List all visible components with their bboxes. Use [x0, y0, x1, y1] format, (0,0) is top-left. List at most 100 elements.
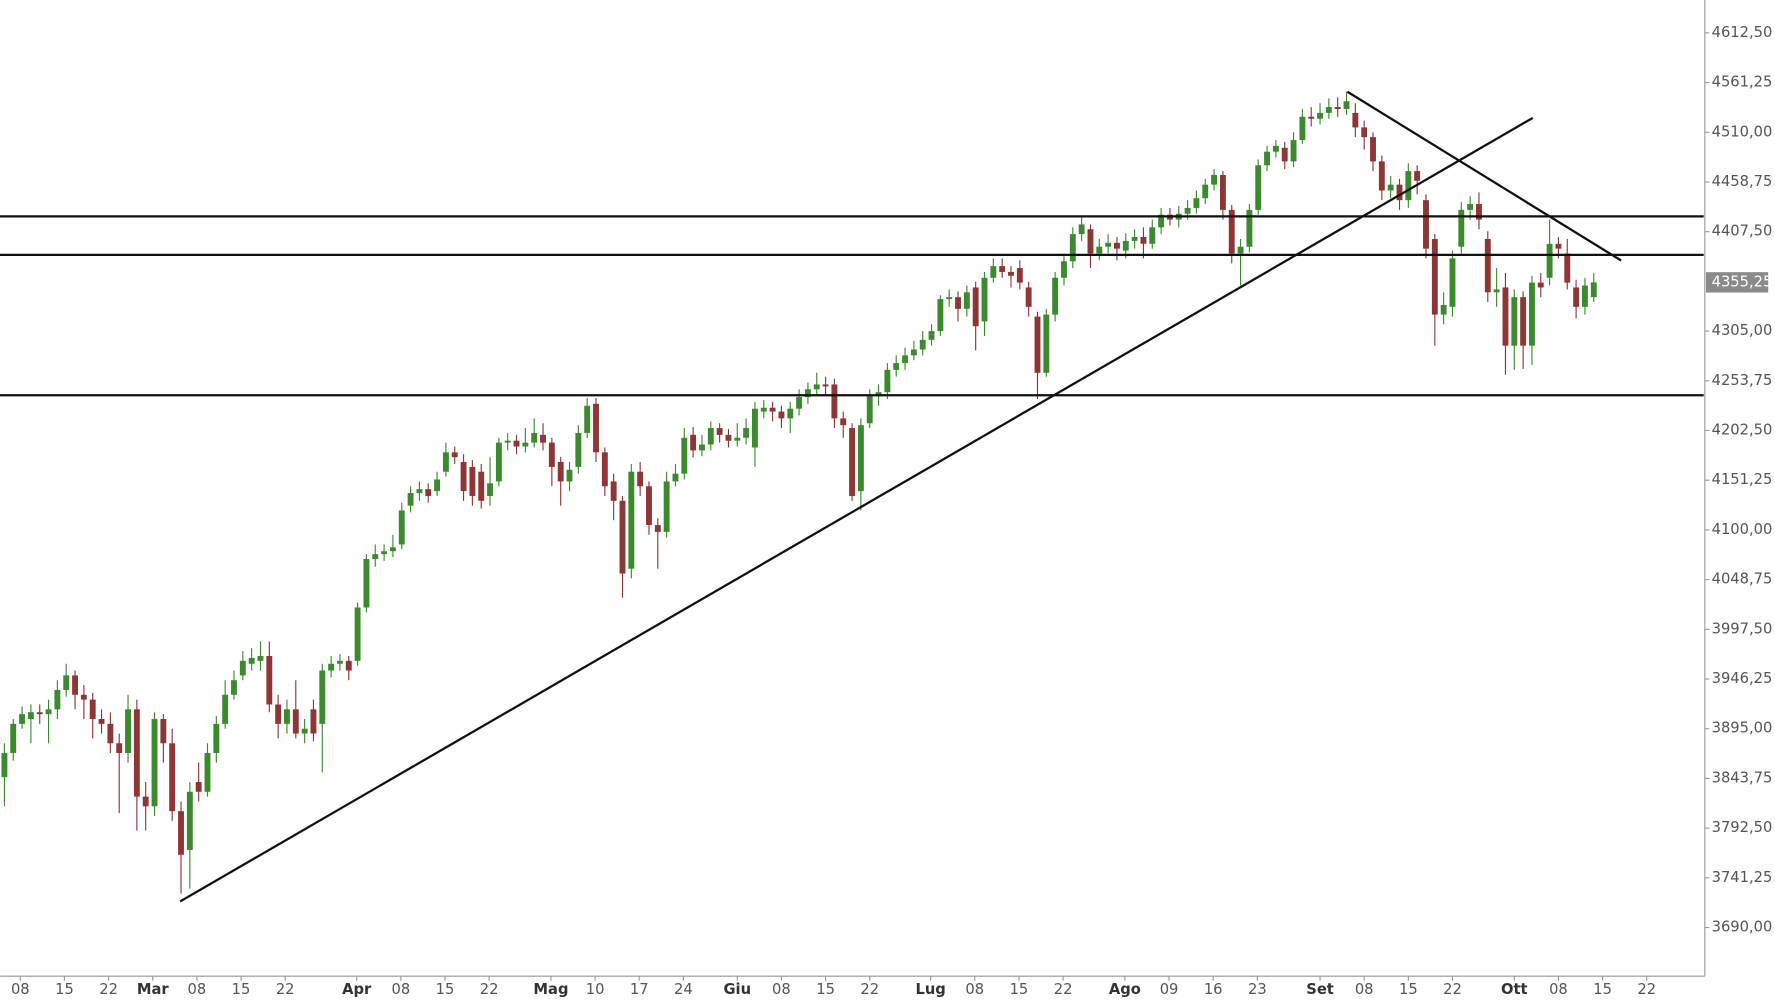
candle-body — [760, 407, 767, 412]
candle-body — [1184, 207, 1191, 214]
candle-body — [98, 719, 105, 724]
candle-body — [646, 486, 652, 526]
candle-body — [610, 481, 617, 501]
candle-body — [248, 657, 255, 664]
x-tick-label: 15 — [816, 981, 835, 998]
candle-body — [778, 411, 785, 419]
candle-body — [1149, 227, 1156, 244]
candle-body — [398, 510, 405, 545]
candle-body — [19, 714, 26, 724]
candle-body — [804, 389, 811, 398]
x-tick-label: 08 — [1549, 981, 1568, 998]
y-tick-label: 4510,00 — [1712, 123, 1773, 140]
candle-body — [928, 331, 935, 340]
candle-body — [1228, 209, 1235, 254]
candle-body — [10, 723, 17, 753]
candle-body — [1105, 242, 1112, 247]
y-tick-label: 4407,50 — [1712, 223, 1773, 240]
y-tick-label: 4253,75 — [1712, 372, 1773, 389]
candle-body — [990, 266, 997, 278]
candle-body — [231, 680, 237, 695]
candle-body — [716, 428, 723, 435]
y-tick-label: 3843,75 — [1712, 769, 1773, 786]
candle-body — [1555, 243, 1562, 249]
candle-body — [169, 743, 176, 812]
candle-body — [1016, 268, 1023, 283]
candle-body — [831, 384, 838, 419]
x-tick-label: Set — [1306, 981, 1334, 998]
candle-body — [654, 525, 661, 532]
candle-body — [1078, 224, 1085, 235]
x-tick-label: 15 — [232, 981, 251, 998]
candle-body — [866, 396, 873, 424]
candle-body — [1511, 297, 1518, 346]
candle-body — [575, 432, 582, 467]
candle-body — [751, 408, 758, 448]
candle-body — [531, 432, 538, 443]
candle-body — [875, 392, 882, 397]
candle-body — [178, 811, 184, 855]
x-tick-label: 09 — [1160, 981, 1179, 998]
candle-body — [1449, 258, 1456, 307]
x-tick-label: Ott — [1501, 981, 1528, 998]
candle-body — [213, 723, 220, 753]
candle-body — [999, 266, 1006, 272]
candle-body — [319, 670, 326, 724]
candle-body — [981, 277, 988, 322]
candle-body — [840, 418, 847, 426]
x-tick-label: 15 — [1399, 981, 1418, 998]
candle-body — [1043, 314, 1050, 373]
candle-body — [36, 712, 43, 715]
x-tick-label: Lug — [915, 981, 945, 998]
x-tick-label: Mar — [137, 981, 170, 998]
candle-body — [151, 719, 158, 807]
candle-body — [478, 471, 485, 501]
candle-body — [1458, 209, 1465, 247]
candle-body — [1069, 234, 1076, 262]
candle-body — [72, 675, 78, 695]
candle-body — [354, 607, 361, 661]
candle-body — [1378, 161, 1385, 191]
candle-body — [381, 551, 388, 555]
x-tick-label: 15 — [436, 981, 455, 998]
candle-body — [690, 434, 697, 451]
x-tick-label: 15 — [1593, 981, 1612, 998]
candle-body — [1272, 145, 1279, 152]
candle-body — [743, 428, 750, 438]
candle-body — [54, 689, 61, 710]
candle-body — [1299, 116, 1306, 141]
candle-body — [1290, 140, 1297, 162]
candle-body — [1414, 171, 1421, 181]
x-tick-label: 22 — [860, 981, 879, 998]
candle-body — [336, 660, 343, 664]
x-tick-label: 22 — [99, 981, 118, 998]
candle-body — [813, 384, 820, 390]
candle-body — [1255, 165, 1262, 210]
candle-body — [133, 709, 140, 797]
candle-body — [116, 743, 123, 753]
candle-body — [601, 452, 608, 487]
y-tick-label: 4202,50 — [1712, 421, 1773, 438]
candle-body — [80, 694, 87, 700]
candle-body — [637, 471, 644, 487]
x-tick-label: 22 — [1637, 981, 1656, 998]
candle-body — [1096, 246, 1103, 254]
candle-body — [1493, 289, 1500, 293]
candle-body — [1476, 204, 1482, 220]
candle-body — [1546, 243, 1553, 278]
x-tick-label: 15 — [55, 981, 74, 998]
candle-body — [275, 704, 282, 724]
trendline — [1346, 90, 1622, 262]
candle-body — [487, 483, 493, 496]
candle-body — [849, 428, 856, 496]
y-tick-label: 4612,50 — [1712, 24, 1773, 41]
candle-body — [902, 355, 908, 364]
candle-body — [504, 440, 511, 443]
candle-body — [1361, 127, 1368, 138]
candle-body — [301, 728, 308, 734]
candle-body — [734, 437, 741, 441]
candle-body — [469, 466, 476, 496]
y-tick-label: 3792,50 — [1712, 819, 1773, 836]
candle-body — [1325, 107, 1332, 113]
